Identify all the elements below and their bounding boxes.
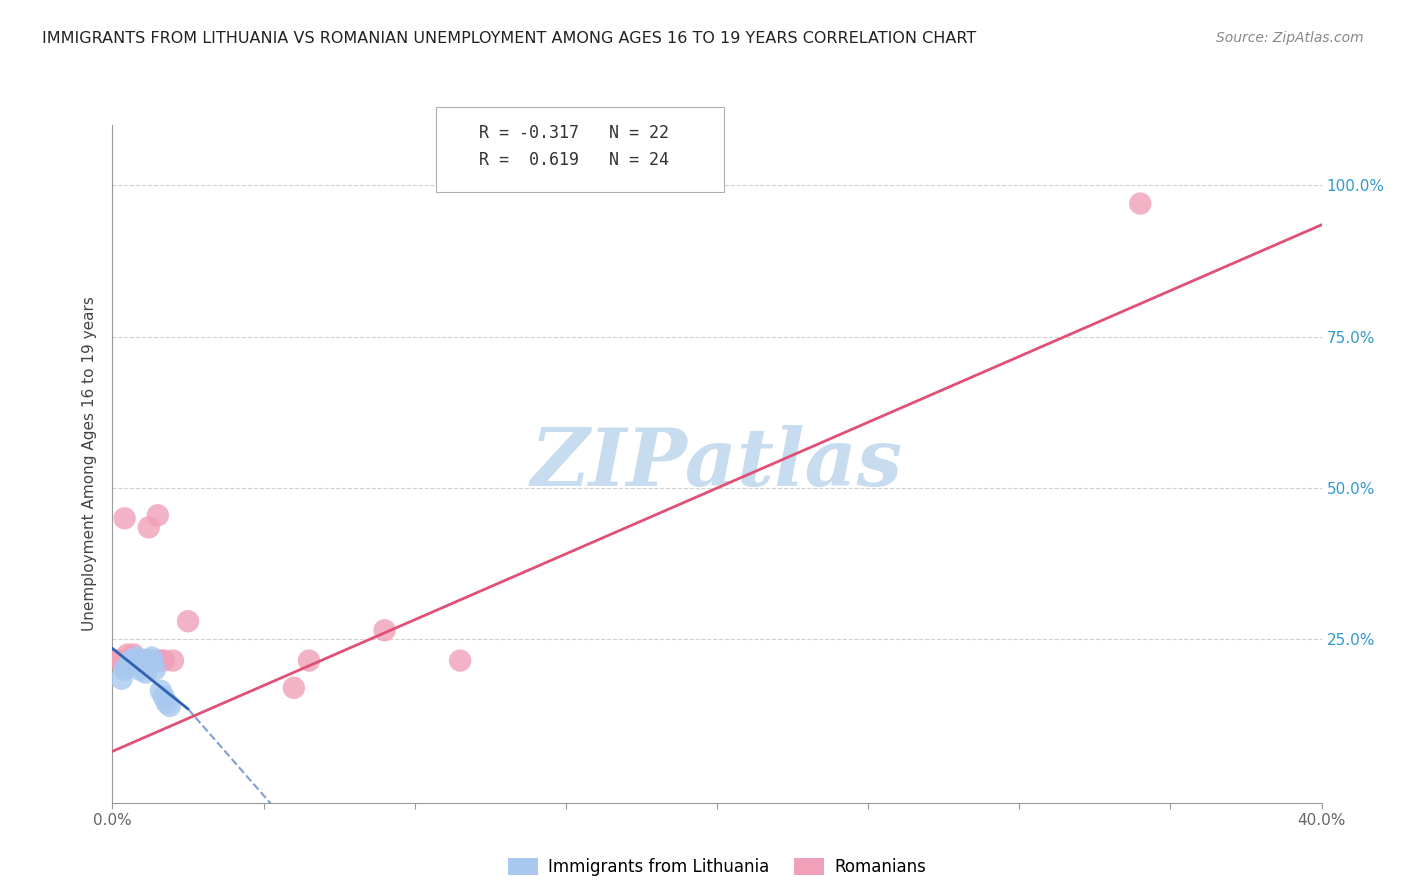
Point — [110, 672, 132, 686]
Point — [132, 657, 155, 671]
Point — [149, 683, 172, 698]
Point — [120, 654, 142, 668]
Point — [135, 665, 157, 680]
Point — [122, 654, 145, 668]
Point — [128, 654, 150, 668]
Point — [125, 650, 148, 665]
Point — [117, 648, 139, 662]
Point — [128, 654, 150, 668]
Text: R =  0.619   N = 24: R = 0.619 N = 24 — [479, 151, 669, 169]
Point — [132, 654, 155, 668]
Point — [298, 654, 321, 668]
Point — [156, 696, 179, 710]
Point — [107, 654, 129, 668]
Point — [153, 690, 176, 704]
Point — [1129, 196, 1152, 211]
Point — [153, 654, 176, 668]
Text: Source: ZipAtlas.com: Source: ZipAtlas.com — [1216, 31, 1364, 45]
Text: ZIPatlas: ZIPatlas — [531, 425, 903, 502]
Point — [135, 654, 157, 668]
Text: R = -0.317   N = 22: R = -0.317 N = 22 — [479, 124, 669, 142]
Point — [138, 654, 160, 668]
Point — [283, 681, 305, 695]
Point — [125, 654, 148, 668]
Point — [162, 654, 184, 668]
Point — [114, 663, 136, 677]
Point — [122, 648, 145, 662]
Point — [149, 654, 172, 668]
Point — [141, 650, 163, 665]
Y-axis label: Unemployment Among Ages 16 to 19 years: Unemployment Among Ages 16 to 19 years — [82, 296, 97, 632]
Point — [449, 654, 471, 668]
Point — [120, 654, 142, 668]
Point — [117, 659, 139, 673]
Point — [114, 511, 136, 525]
Point — [141, 657, 163, 671]
Point — [110, 654, 132, 668]
Legend: Immigrants from Lithuania, Romanians: Immigrants from Lithuania, Romanians — [502, 851, 932, 882]
Point — [141, 654, 163, 668]
Point — [120, 650, 142, 665]
Point — [138, 520, 160, 534]
Point — [146, 508, 169, 523]
Point — [132, 654, 155, 668]
Point — [135, 654, 157, 668]
Point — [117, 654, 139, 668]
Point — [143, 663, 166, 677]
Point — [374, 624, 396, 638]
Point — [177, 614, 200, 628]
Text: IMMIGRANTS FROM LITHUANIA VS ROMANIAN UNEMPLOYMENT AMONG AGES 16 TO 19 YEARS COR: IMMIGRANTS FROM LITHUANIA VS ROMANIAN UN… — [42, 31, 976, 46]
Point — [138, 654, 160, 668]
Point — [159, 698, 181, 713]
Point — [128, 663, 150, 677]
Point — [125, 654, 148, 668]
